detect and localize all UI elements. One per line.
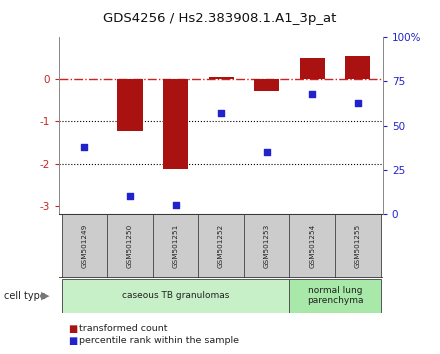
Point [218, 110, 225, 116]
Point [354, 100, 361, 105]
Point [172, 202, 179, 208]
Bar [62, 214, 107, 278]
Text: GSM501255: GSM501255 [355, 224, 361, 268]
Text: GSM501252: GSM501252 [218, 224, 224, 268]
Text: GDS4256 / Hs2.383908.1.A1_3p_at: GDS4256 / Hs2.383908.1.A1_3p_at [103, 12, 337, 25]
Text: cell type: cell type [4, 291, 46, 301]
Point [309, 91, 316, 97]
Text: GSM501253: GSM501253 [264, 224, 270, 268]
Text: GSM501251: GSM501251 [172, 224, 179, 268]
Bar [290, 214, 335, 278]
Bar [107, 214, 153, 278]
Bar [62, 279, 290, 313]
Point [126, 194, 133, 199]
Bar [244, 214, 290, 278]
Point [81, 144, 88, 150]
Point [263, 149, 270, 155]
Text: normal lung
parenchyma: normal lung parenchyma [307, 286, 363, 305]
Bar [198, 214, 244, 278]
Text: caseous TB granulomas: caseous TB granulomas [122, 291, 229, 300]
Bar [345, 56, 370, 79]
Bar [153, 214, 198, 278]
Text: GSM501249: GSM501249 [81, 224, 88, 268]
Text: ▶: ▶ [41, 291, 49, 301]
Text: transformed count: transformed count [79, 324, 168, 333]
Bar [163, 79, 188, 169]
Bar [335, 214, 381, 278]
Bar [209, 77, 234, 79]
Text: ■: ■ [68, 324, 77, 333]
Text: percentile rank within the sample: percentile rank within the sample [79, 336, 239, 345]
Text: GSM501250: GSM501250 [127, 224, 133, 268]
Bar [117, 79, 143, 131]
Text: ■: ■ [68, 336, 77, 346]
Bar [290, 279, 381, 313]
Bar [300, 58, 325, 79]
Bar [254, 79, 279, 91]
Text: GSM501254: GSM501254 [309, 224, 315, 268]
